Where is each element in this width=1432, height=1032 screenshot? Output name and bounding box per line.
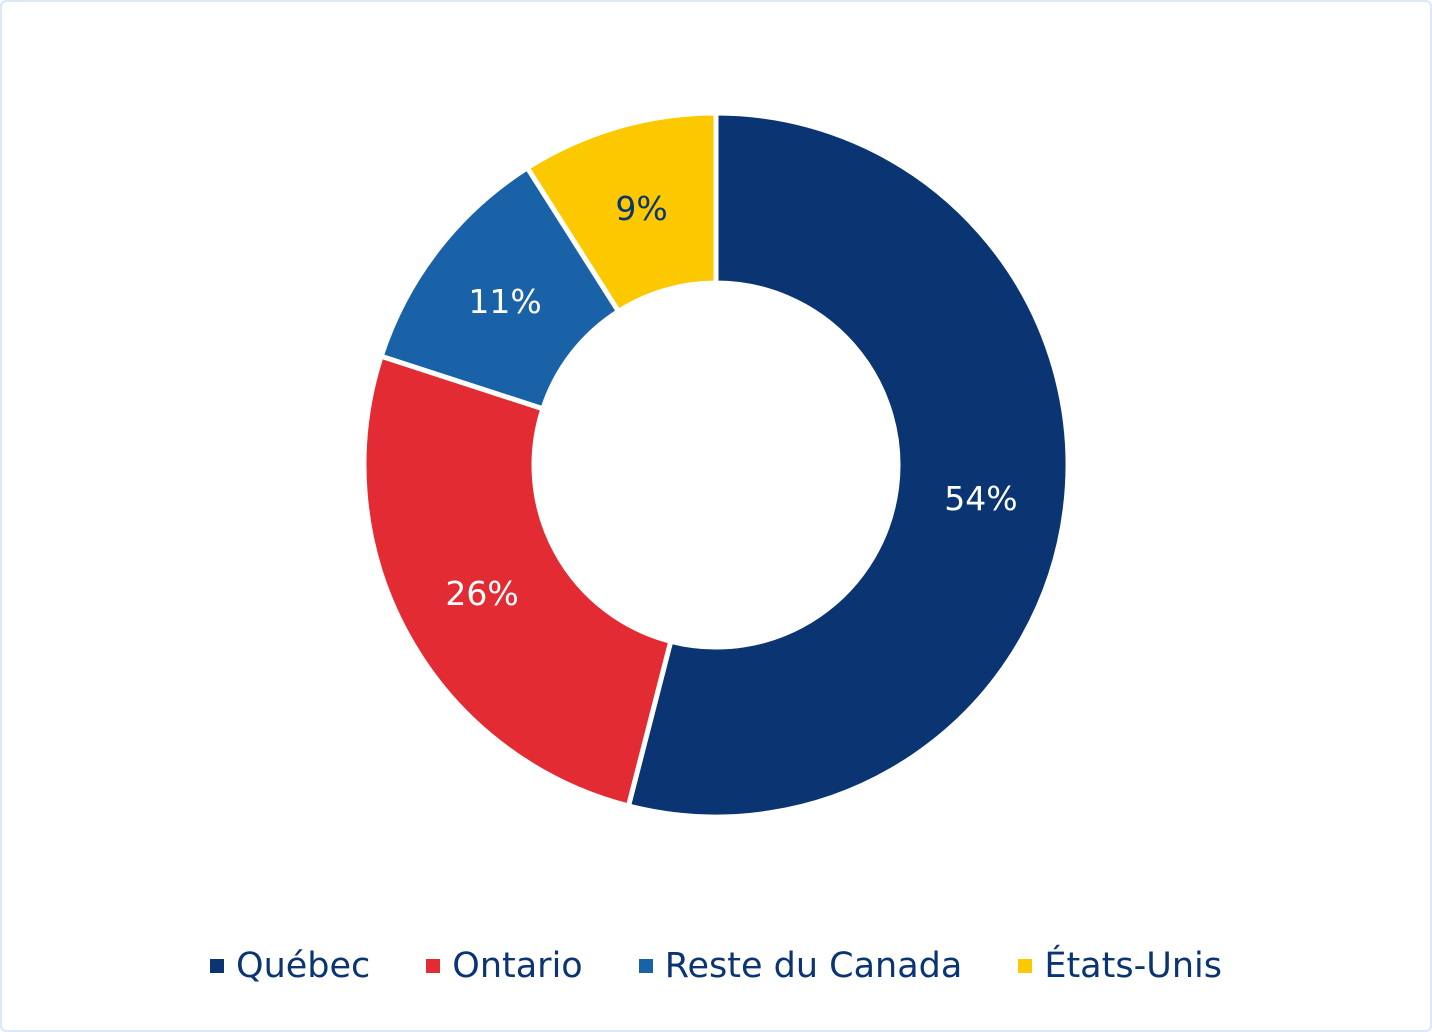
legend-label-quebec: Québec	[236, 946, 371, 986]
slice-labels-layer: 54% 26% 11% 9%	[445, 189, 1017, 613]
slice-label-reste-du-canada: 11%	[468, 282, 541, 321]
legend-item-ontario[interactable]: Ontario	[426, 946, 583, 986]
slice-label-ontario: 26%	[445, 574, 518, 613]
legend-label-ontario: Ontario	[452, 946, 583, 986]
legend-swatch-ontario	[426, 959, 441, 973]
legend: Québec Ontario Reste du Canada États-Uni…	[0, 938, 1432, 994]
legend-item-reste-du-canada[interactable]: Reste du Canada	[638, 946, 963, 986]
slice-label-quebec: 54%	[944, 479, 1017, 518]
legend-swatch-etats-unis	[1018, 959, 1033, 973]
slice-etats-unis[interactable]	[523, 110, 719, 315]
legend-item-etats-unis[interactable]: États-Unis	[1018, 946, 1222, 986]
slices-layer	[361, 110, 1071, 820]
slice-label-etats-unis: 9%	[615, 189, 667, 228]
slice-quebec[interactable]	[625, 110, 1071, 820]
legend-item-quebec[interactable]: Québec	[210, 946, 370, 986]
legend-label-reste-du-canada: Reste du Canada	[664, 946, 963, 986]
slice-ontario[interactable]	[361, 353, 674, 809]
legend-swatch-reste-du-canada	[638, 959, 653, 973]
legend-swatch-quebec	[210, 959, 225, 973]
legend-label-etats-unis: États-Unis	[1044, 946, 1222, 986]
